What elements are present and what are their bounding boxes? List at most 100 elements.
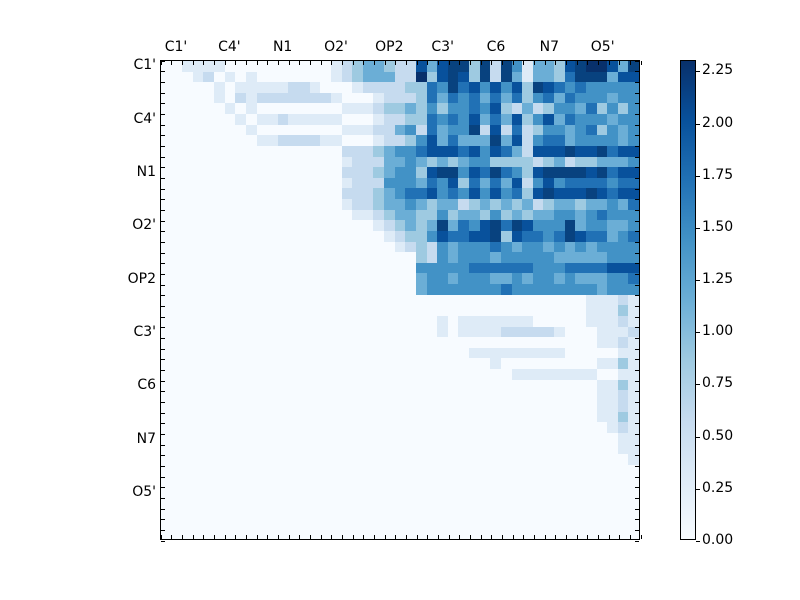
heatmap-cell xyxy=(596,92,608,104)
heatmap-cell xyxy=(511,400,523,412)
heatmap-cell xyxy=(182,252,193,263)
heatmap-cell xyxy=(522,379,533,391)
heatmap-cell xyxy=(362,464,374,476)
axis-tick xyxy=(635,337,639,339)
heatmap-cell xyxy=(161,475,172,486)
heatmap-cell xyxy=(479,390,491,401)
heatmap-cell xyxy=(320,230,331,242)
heatmap-cell xyxy=(415,390,427,401)
heatmap-cell xyxy=(628,464,639,476)
heatmap-cell xyxy=(447,369,459,380)
heatmap-cell xyxy=(447,347,459,359)
heatmap-cell xyxy=(628,284,639,295)
heatmap-cell xyxy=(320,337,331,348)
heatmap-cell xyxy=(214,92,225,104)
axis-tick xyxy=(161,92,165,94)
heatmap-cell xyxy=(373,188,385,200)
heatmap-cell xyxy=(267,188,278,200)
heatmap-cell xyxy=(479,177,491,189)
heatmap-cell xyxy=(394,315,406,327)
heatmap-cell xyxy=(267,305,278,316)
heatmap-cell xyxy=(352,326,363,338)
heatmap-cell xyxy=(224,517,236,529)
heatmap-cell xyxy=(554,145,565,157)
heatmap-cell xyxy=(575,177,586,189)
heatmap-cell xyxy=(192,124,204,136)
heatmap-cell xyxy=(182,92,193,104)
axis-tick xyxy=(161,167,165,169)
heatmap-cell xyxy=(320,422,331,433)
heatmap-cell xyxy=(511,135,523,146)
heatmap-cell xyxy=(511,114,523,125)
heatmap-cell xyxy=(596,167,608,178)
heatmap-cell xyxy=(490,528,501,539)
heatmap-cell xyxy=(585,273,597,285)
heatmap-cell xyxy=(299,485,310,497)
heatmap-cell xyxy=(469,135,480,146)
heatmap-cell xyxy=(617,177,629,189)
heatmap-cell xyxy=(607,475,618,486)
heatmap-cell xyxy=(192,400,204,412)
heatmap-cell xyxy=(384,358,395,370)
heatmap-cell xyxy=(405,507,416,518)
heatmap-cell xyxy=(245,92,257,104)
heatmap-cell xyxy=(171,188,183,200)
heatmap-cell xyxy=(245,369,257,380)
heatmap-cell xyxy=(458,337,470,348)
heatmap-cell xyxy=(426,337,438,348)
heatmap-cell xyxy=(447,177,459,189)
heatmap-cell xyxy=(596,337,608,348)
axis-tick xyxy=(459,535,461,539)
heatmap-cell xyxy=(458,422,470,433)
heatmap-cell xyxy=(224,315,236,327)
heatmap-cell xyxy=(405,177,416,189)
heatmap-cell xyxy=(330,167,342,178)
heatmap-cell xyxy=(224,284,236,295)
heatmap-cell xyxy=(500,82,512,93)
heatmap-cell xyxy=(479,124,491,136)
heatmap-cell xyxy=(554,337,565,348)
axis-tick xyxy=(288,535,290,539)
heatmap-cell xyxy=(405,167,416,178)
heatmap-cell xyxy=(362,220,374,231)
heatmap-cell xyxy=(607,262,618,274)
heatmap-cell xyxy=(182,411,193,423)
heatmap-cell xyxy=(171,262,183,274)
heatmap-cell xyxy=(182,326,193,338)
heatmap-cell xyxy=(394,262,406,274)
heatmap-cell xyxy=(628,209,639,221)
heatmap-cell xyxy=(617,230,629,242)
heatmap-cell xyxy=(171,241,183,253)
heatmap-cell xyxy=(352,411,363,423)
heatmap-cell xyxy=(447,145,459,157)
heatmap-cell xyxy=(479,337,491,348)
heatmap-cell xyxy=(214,103,225,115)
x-tick-label: C4' xyxy=(218,39,241,55)
heatmap-cell xyxy=(543,284,555,295)
heatmap-cell xyxy=(447,305,459,316)
heatmap-cell xyxy=(511,528,523,539)
heatmap-cell xyxy=(277,103,289,115)
heatmap-cell xyxy=(235,496,246,508)
heatmap-cell xyxy=(384,369,395,380)
heatmap-cell xyxy=(182,337,193,348)
heatmap-cell xyxy=(500,347,512,359)
heatmap-cell xyxy=(575,156,586,168)
axis-tick xyxy=(635,209,639,211)
heatmap-cell xyxy=(564,432,576,444)
heatmap-cell xyxy=(245,507,257,518)
heatmap-cell xyxy=(564,156,576,168)
heatmap-cell xyxy=(415,230,427,242)
heatmap-cell xyxy=(320,305,331,316)
axis-tick xyxy=(161,337,165,339)
heatmap-cell xyxy=(405,241,416,253)
heatmap-cell xyxy=(203,379,215,391)
heatmap-cell xyxy=(299,284,310,295)
heatmap-cell xyxy=(182,507,193,518)
heatmap-cell xyxy=(192,379,204,391)
heatmap-cell xyxy=(224,135,236,146)
heatmap-cell xyxy=(532,241,544,253)
heatmap-cell xyxy=(617,92,629,104)
axis-tick xyxy=(491,535,493,539)
heatmap-cell xyxy=(330,82,342,93)
